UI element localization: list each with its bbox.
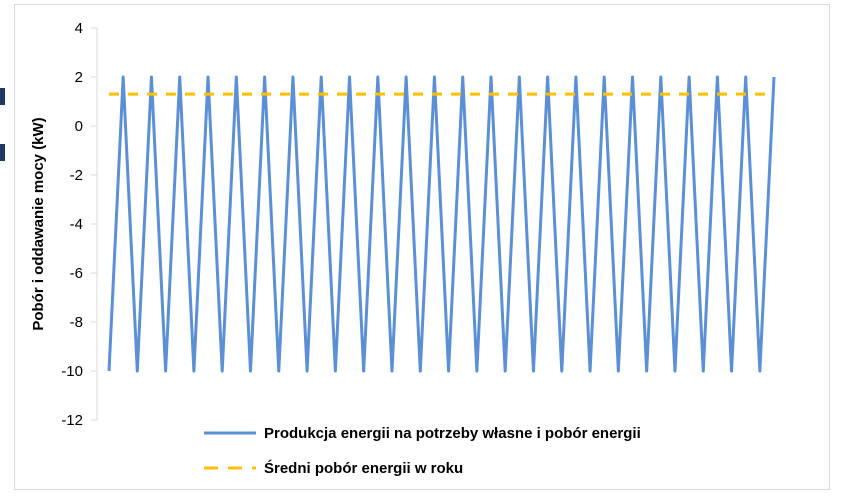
y-tick-label: -12 [61,412,83,429]
edge-marker-upper [0,88,5,105]
series-line-1 [107,75,776,373]
y-axis-title: Pobór i oddawanie mocy (kW) [30,117,47,330]
y-tick-label: -10 [61,363,83,380]
y-tick-label: -2 [70,167,83,184]
y-tick-label: -8 [70,314,83,331]
legend-label-2: Średni pobór energii w roku [264,459,463,477]
edge-marker-lower [0,144,5,161]
y-tick-label: -6 [70,265,83,282]
y-tick-label: -4 [70,216,83,233]
y-tick-label: 2 [75,69,83,86]
y-tick-label: 4 [75,20,83,37]
y-tick-label: 0 [75,118,83,135]
legend-label-1: Produkcja energii na potrzeby własne i p… [264,425,641,442]
